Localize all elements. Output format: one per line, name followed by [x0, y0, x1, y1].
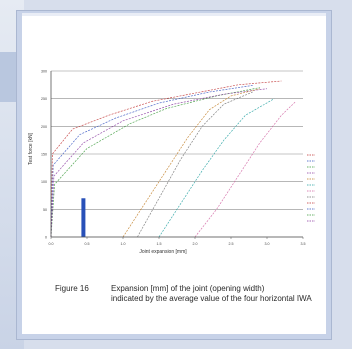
series-line-7 — [194, 101, 297, 238]
x-tick-label: 2.0 — [193, 242, 198, 246]
y-tick-label: 200 — [41, 125, 47, 129]
series-line-5 — [122, 88, 260, 238]
series-line-2 — [50, 85, 253, 238]
y-tick-label: 150 — [41, 153, 47, 157]
series-layer — [50, 80, 297, 238]
series-line-6 — [158, 98, 275, 238]
series-line-4 — [50, 88, 268, 238]
axis-layer: 0 50 100 150 200 250 300 0.0 0.5 1.0 1.5 2.0 2.5 3.0 3… — [41, 70, 306, 247]
caption-line-1: Expansion [mm] of the joint (opening wid… — [111, 284, 265, 293]
figure-card-inner — [22, 16, 326, 334]
figure-card-top-edge — [22, 13, 326, 16]
y-tick-label: 100 — [41, 180, 47, 184]
x-tick-label: 0.5 — [85, 242, 90, 246]
x-tick-label: 3.5 — [301, 242, 306, 246]
chart-container: 0 50 100 150 200 250 300 0.0 0.5 1.0 1.5 2.0 2.5 3.0 3… — [23, 59, 331, 259]
series-line-1 — [50, 80, 282, 238]
y-tick-label: 300 — [41, 70, 47, 74]
grid-layer — [51, 70, 303, 238]
series-line-8 — [137, 91, 253, 238]
x-tick-label: 1.5 — [157, 242, 162, 246]
figure-card: 0 50 100 150 200 250 300 0.0 0.5 1.0 1.5 2.0 2.5 3.0 3… — [16, 10, 332, 340]
caption-line-2: indicated by the average value of the fo… — [111, 294, 312, 303]
y-tick-label: 250 — [41, 97, 47, 101]
x-tick-label: 3.0 — [265, 242, 270, 246]
line-chart: 0 50 100 150 200 250 300 0.0 0.5 1.0 1.5 2.0 2.5 3.0 3… — [28, 70, 315, 255]
x-tick-label: 0.0 — [49, 242, 54, 246]
x-tick-label: 1.0 — [121, 242, 126, 246]
x-tick-label: 2.5 — [229, 242, 234, 246]
legend-layer — [307, 154, 315, 222]
figure-number: Figure 16 — [55, 284, 89, 293]
x-axis-label: Joint expansion [mm] — [139, 249, 187, 255]
figure-caption: Figure 16 Expansion [mm] of the joint (op… — [55, 284, 345, 304]
highlight-bar — [81, 198, 86, 237]
y-axis-label: Test force [kN] — [28, 132, 34, 165]
y-tick-label: 50 — [43, 208, 47, 212]
y-tick-label: 0 — [45, 236, 47, 240]
